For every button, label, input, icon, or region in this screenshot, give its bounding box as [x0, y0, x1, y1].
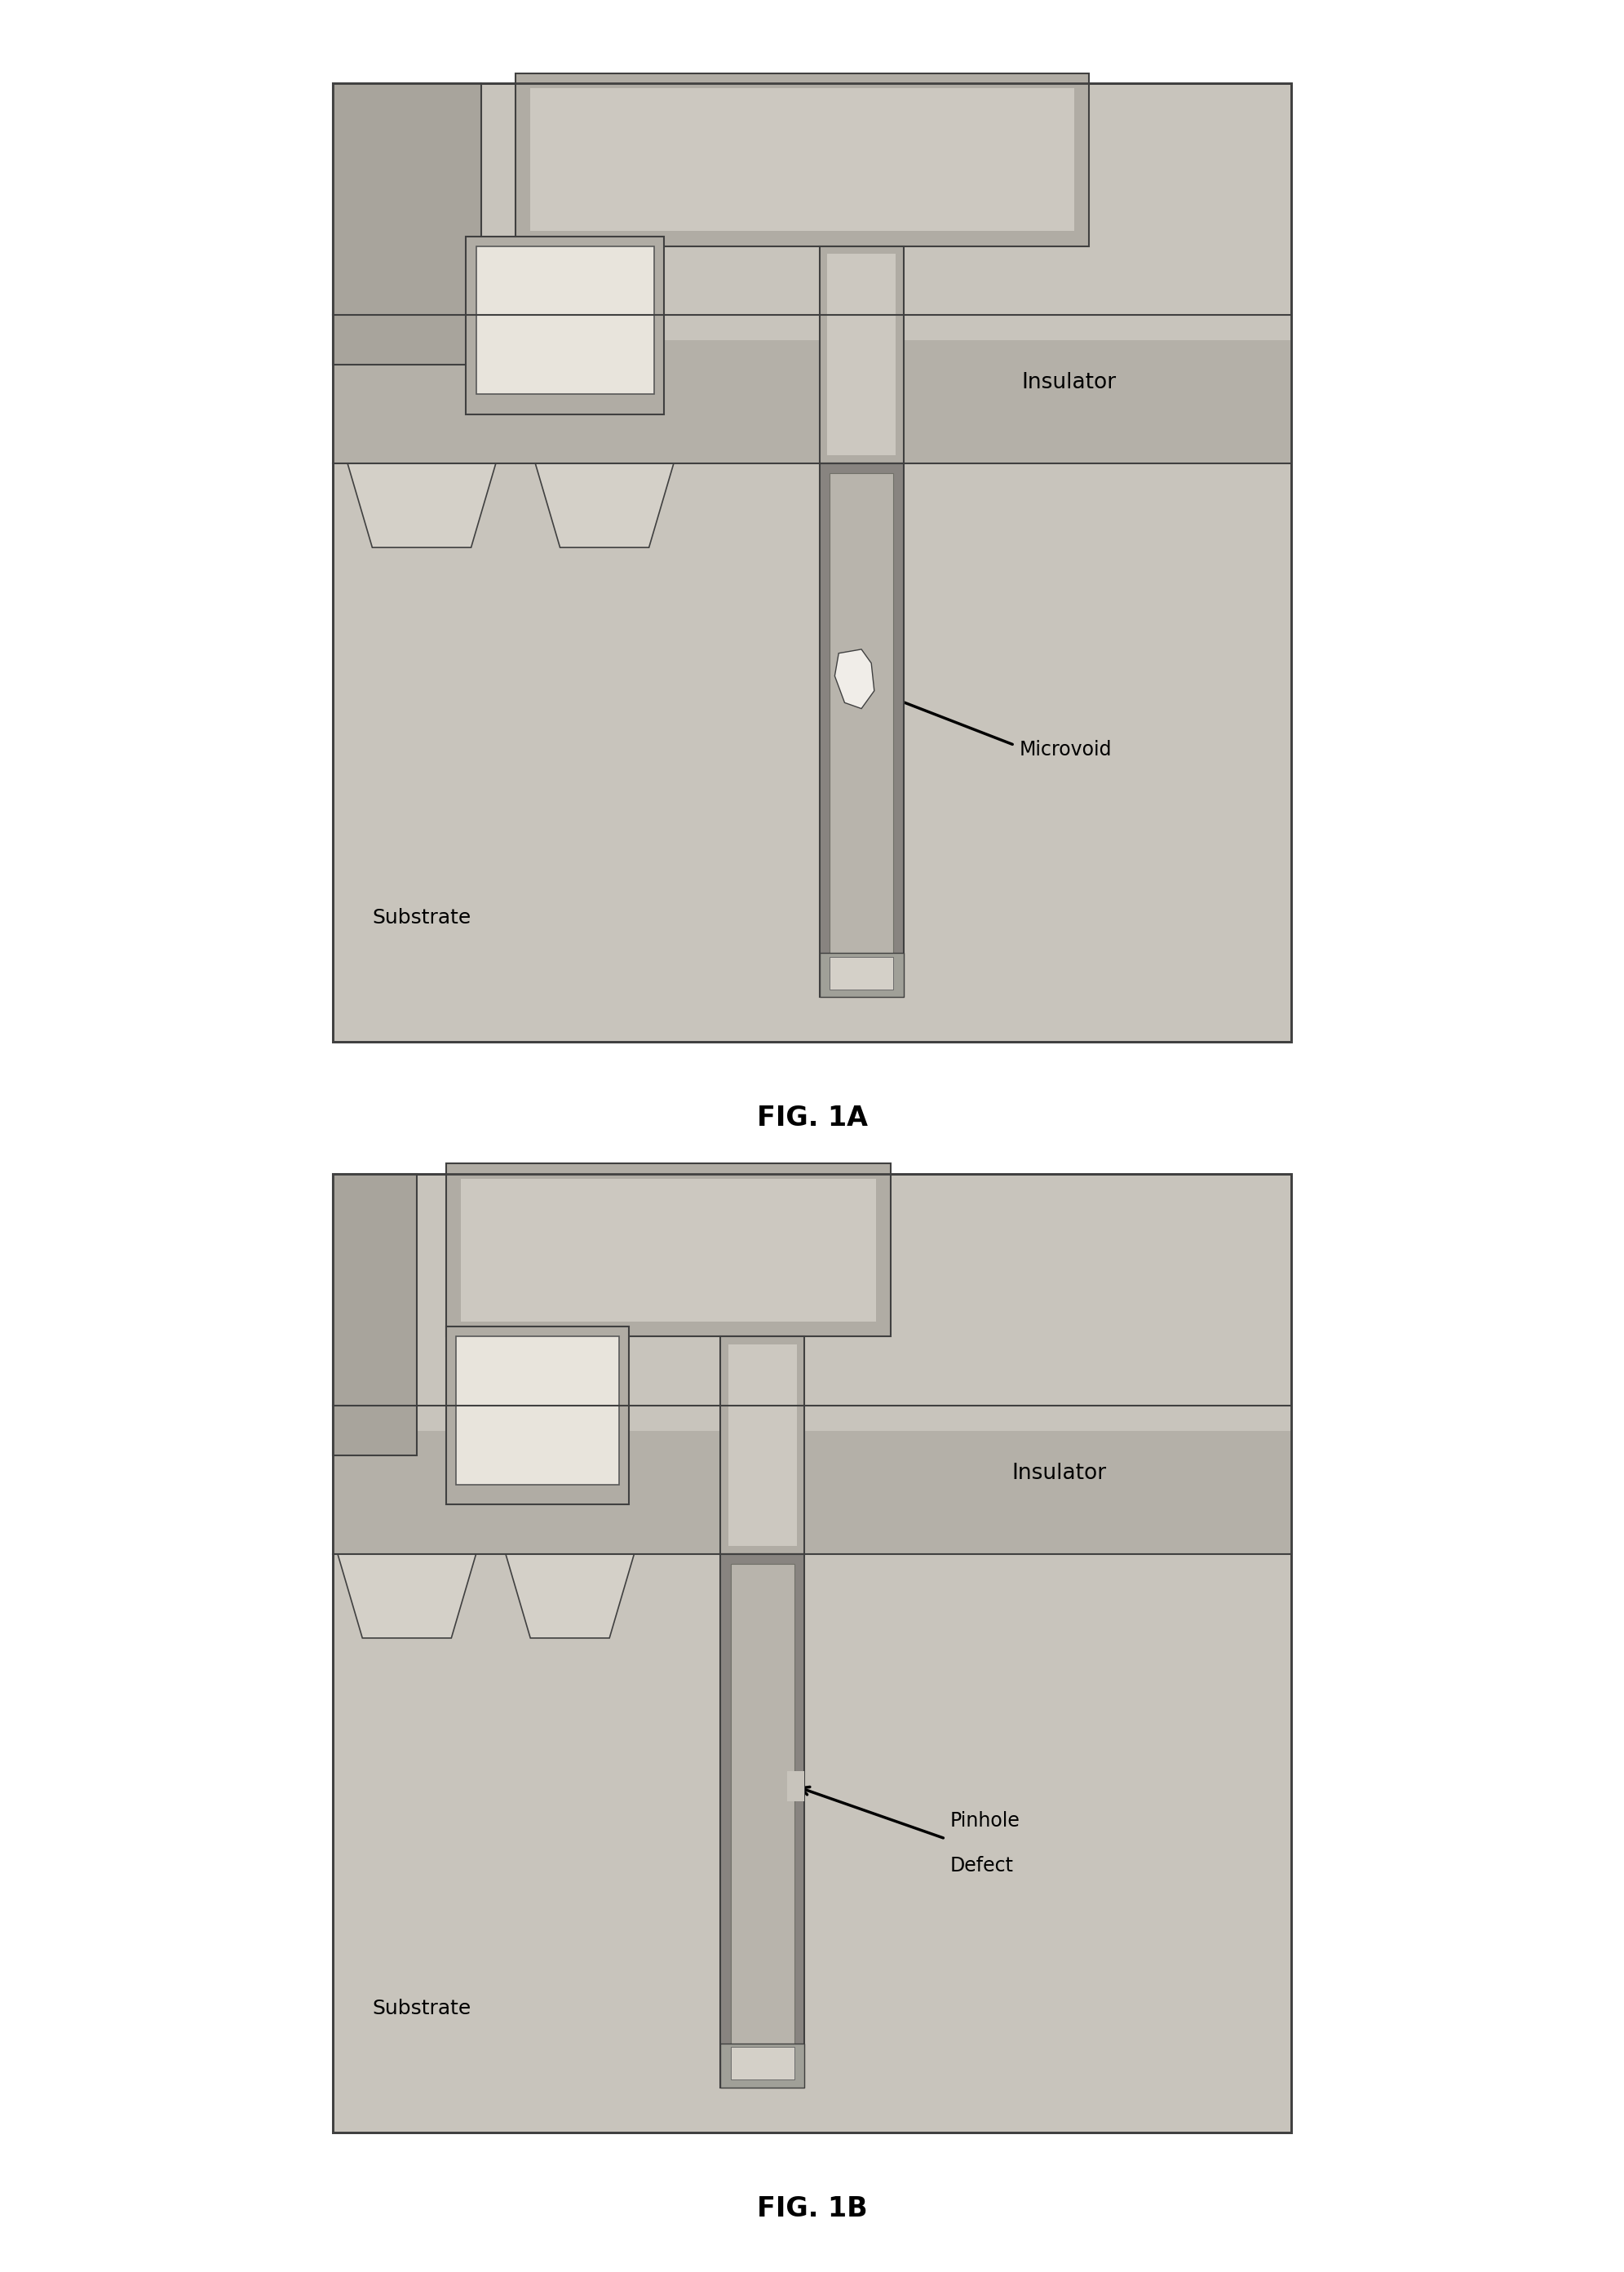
- Text: Metal: Metal: [771, 150, 833, 173]
- Bar: [333, 316, 1291, 341]
- Bar: [827, 254, 895, 457]
- Bar: [820, 952, 903, 997]
- Polygon shape: [505, 1554, 633, 1638]
- Text: Poly-Si: Poly-Si: [533, 325, 598, 345]
- Bar: [456, 1336, 619, 1486]
- Text: TSV: TSV: [843, 434, 880, 454]
- Bar: [333, 1406, 1291, 1554]
- Bar: [333, 1406, 1291, 1431]
- Polygon shape: [338, 1554, 476, 1638]
- Bar: [820, 463, 903, 997]
- Bar: [476, 245, 654, 395]
- Text: Microvoid: Microvoid: [1020, 741, 1112, 759]
- Bar: [786, 1772, 804, 1802]
- Text: Poly-Si: Poly-Si: [505, 1415, 568, 1436]
- Bar: [721, 1336, 804, 1554]
- Bar: [333, 84, 481, 366]
- Bar: [729, 1345, 797, 1547]
- Text: Insulator: Insulator: [1012, 1463, 1106, 1484]
- Polygon shape: [835, 650, 874, 709]
- Text: n+: n+: [409, 484, 434, 500]
- Bar: [731, 1563, 794, 2079]
- Bar: [721, 1554, 804, 2088]
- Text: Substrate: Substrate: [372, 1999, 471, 2018]
- Bar: [333, 1175, 417, 1454]
- Bar: [461, 1179, 877, 1322]
- Bar: [515, 73, 1088, 245]
- Bar: [531, 89, 1073, 232]
- Bar: [830, 473, 893, 988]
- Text: n+: n+: [557, 1574, 583, 1590]
- Text: Defect: Defect: [950, 1856, 1013, 1874]
- Text: n+: n+: [591, 484, 617, 500]
- Polygon shape: [536, 463, 674, 548]
- Bar: [466, 236, 664, 414]
- Text: n+: n+: [395, 1574, 419, 1590]
- Bar: [820, 245, 903, 463]
- Bar: [333, 316, 1291, 463]
- Text: Metal: Metal: [638, 1241, 700, 1263]
- Bar: [830, 957, 893, 988]
- Bar: [731, 2047, 794, 2079]
- Text: FIG. 1B: FIG. 1B: [757, 2195, 867, 2222]
- Bar: [721, 2043, 804, 2088]
- Bar: [447, 1327, 628, 1504]
- Polygon shape: [348, 463, 495, 548]
- Text: Insulator: Insulator: [1021, 373, 1116, 393]
- Text: Substrate: Substrate: [372, 909, 471, 927]
- Text: Pinhole: Pinhole: [950, 1811, 1020, 1831]
- Bar: [447, 1163, 892, 1336]
- Text: FIG. 1A: FIG. 1A: [757, 1104, 867, 1131]
- Text: TSV: TSV: [744, 1525, 781, 1545]
